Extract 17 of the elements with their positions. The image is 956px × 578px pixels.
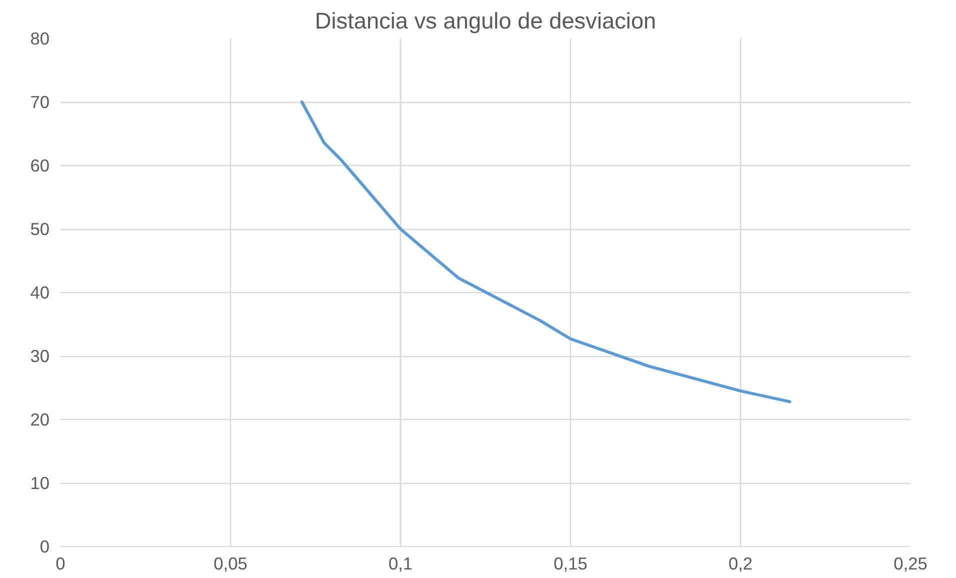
chart-title: Distancia vs angulo de desviacion [314, 8, 656, 34]
line-series [300, 100, 792, 404]
y-tick-label: 20 [30, 410, 50, 430]
y-tick-label: 0 [40, 536, 50, 556]
y-tick-label: 50 [30, 219, 50, 239]
y-tick-label: 10 [30, 473, 50, 493]
x-tick-label: 0,2 [728, 554, 753, 574]
y-tick-label: 40 [30, 282, 50, 302]
y-tick-label: 70 [30, 92, 50, 112]
x-tick-label: 0,05 [214, 554, 248, 574]
y-tick-label: 80 [30, 28, 50, 48]
x-tick-label: 0 [56, 554, 66, 574]
x-tick-label: 0,25 [894, 554, 928, 574]
x-tick-label: 0,15 [554, 554, 588, 574]
y-tick-label: 30 [30, 346, 50, 366]
x-tick-label: 0,1 [388, 554, 413, 574]
y-tick-label: 60 [30, 156, 50, 176]
